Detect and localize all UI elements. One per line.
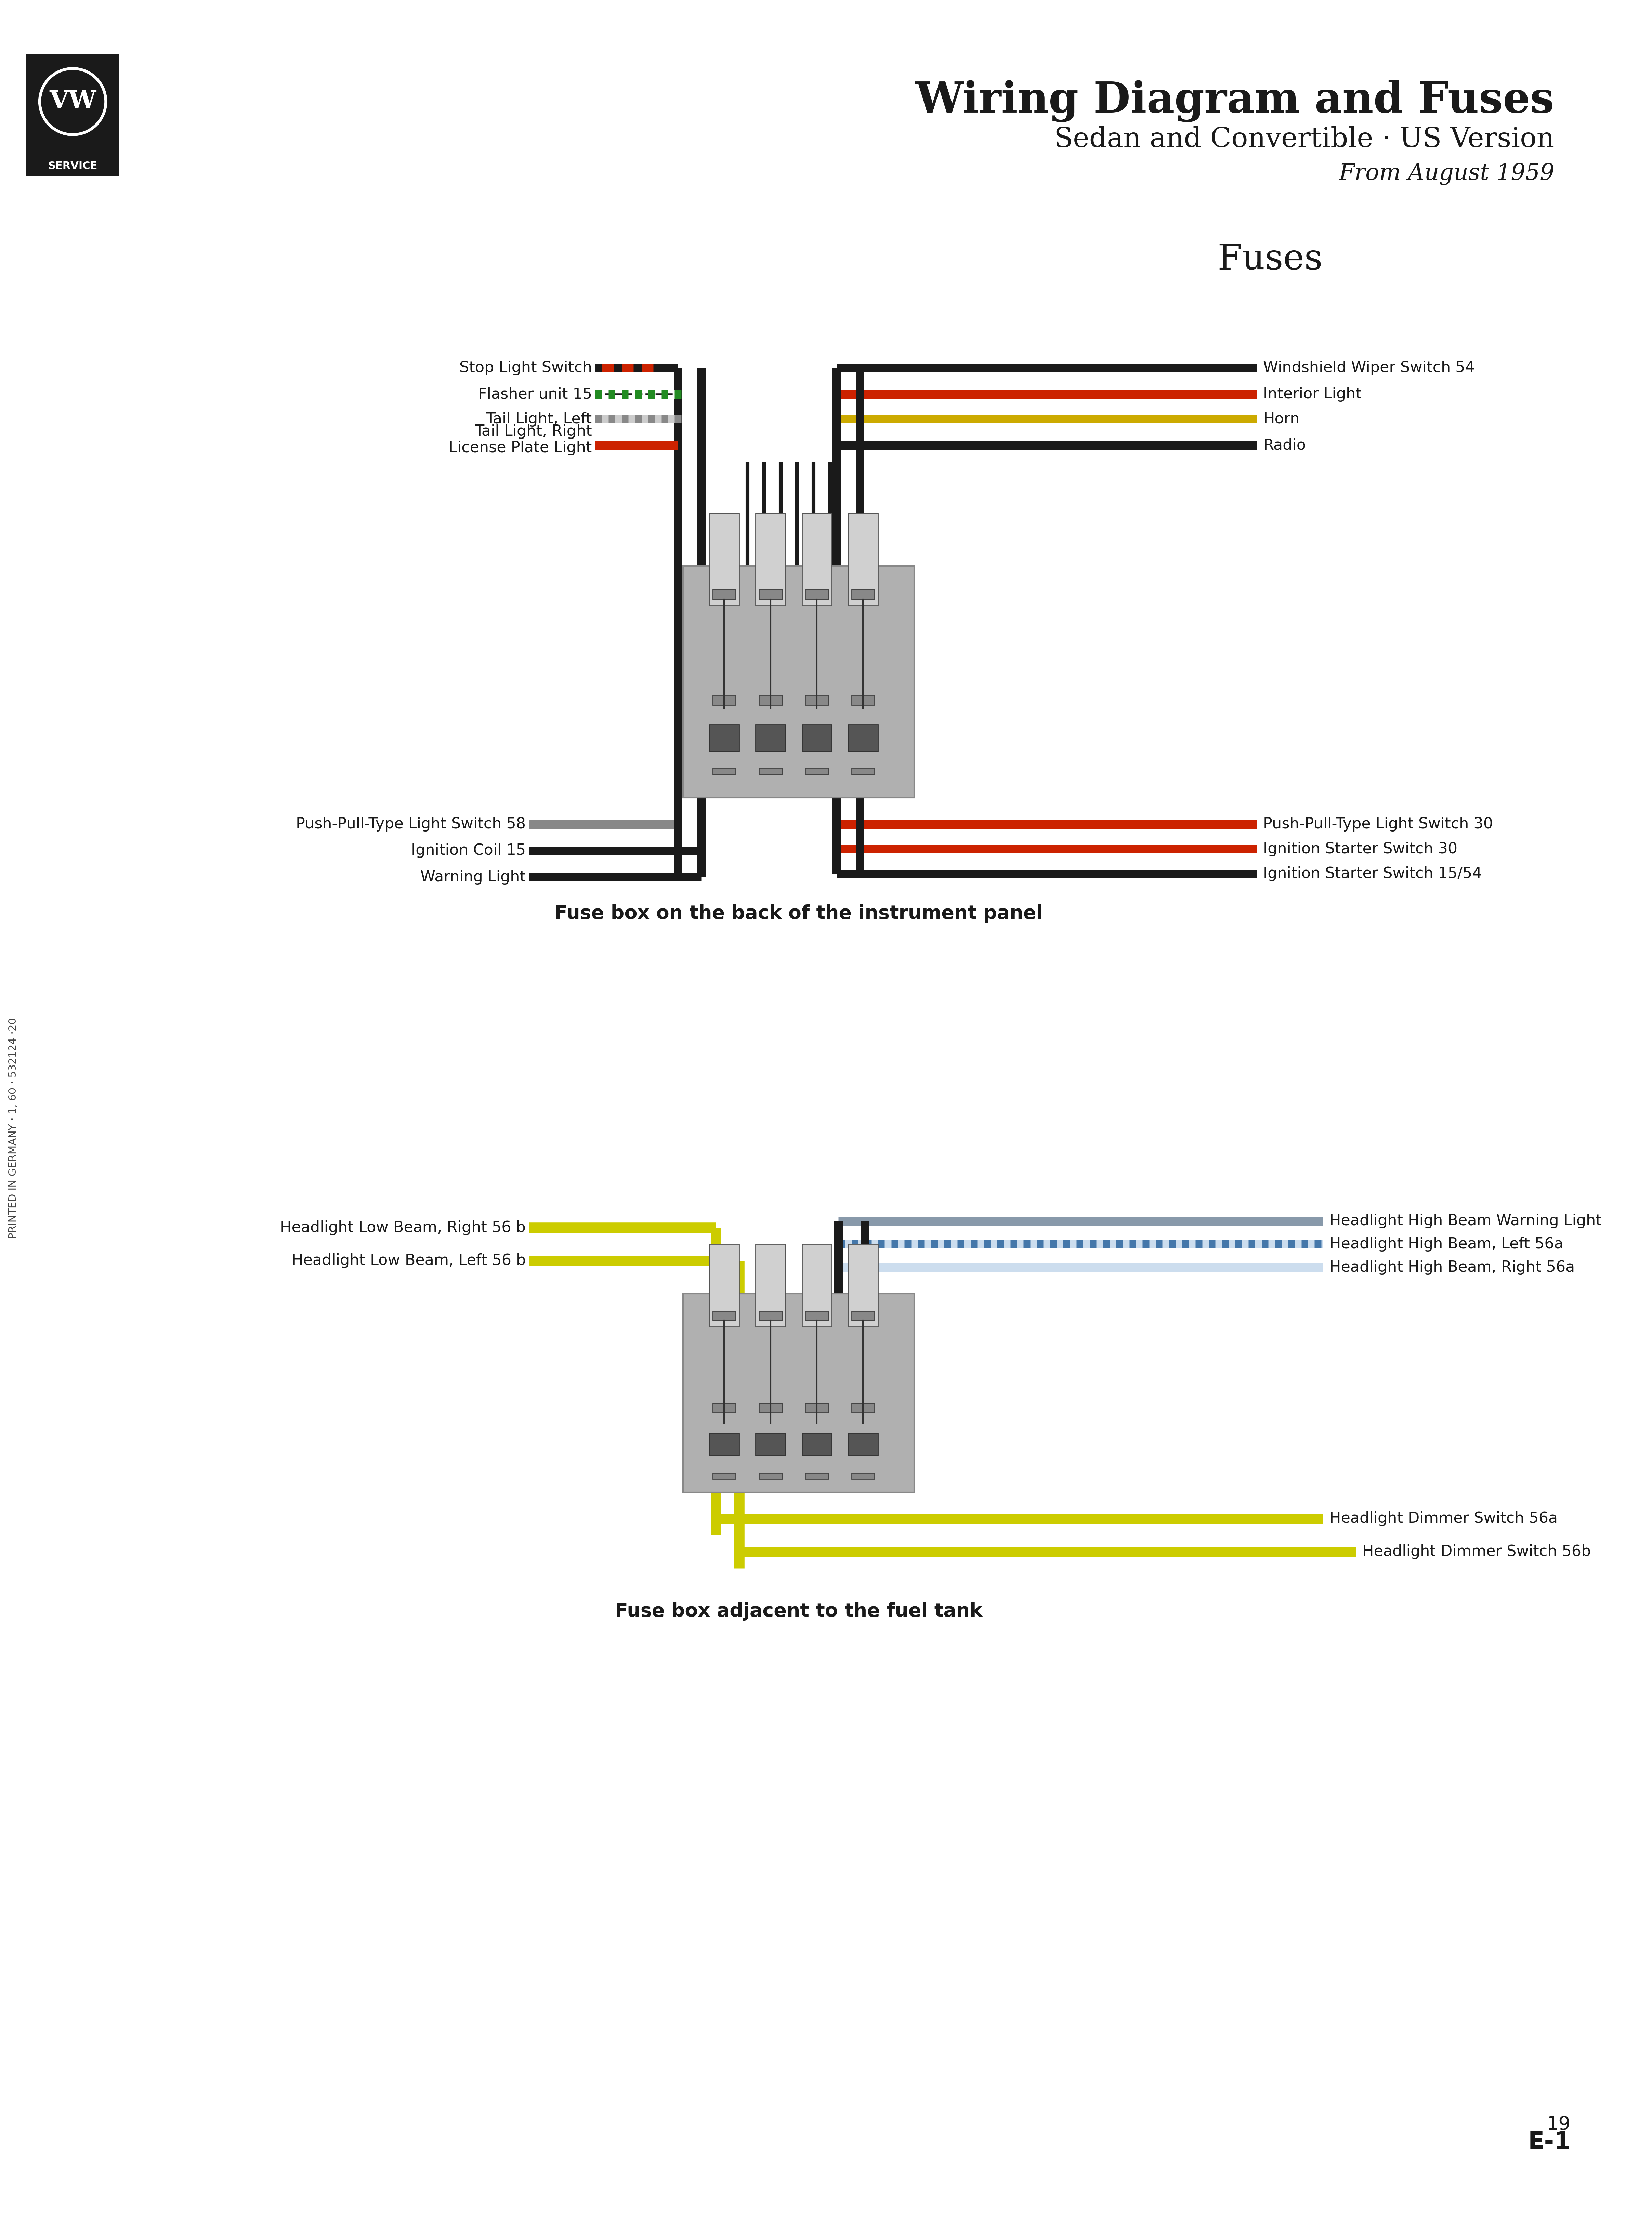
Bar — [758, 767, 781, 774]
Text: Interior Light: Interior Light — [1264, 387, 1361, 403]
Text: Ignition Coil 15: Ignition Coil 15 — [411, 843, 525, 859]
Bar — [758, 696, 781, 705]
Bar — [847, 1432, 877, 1456]
Bar — [682, 1293, 914, 1492]
Text: Headlight Low Beam, Left 56 b: Headlight Low Beam, Left 56 b — [292, 1253, 525, 1268]
Text: Ignition Starter Switch 15/54: Ignition Starter Switch 15/54 — [1264, 866, 1482, 881]
Bar — [847, 512, 877, 606]
Text: Horn: Horn — [1264, 412, 1300, 427]
Bar — [758, 1472, 781, 1479]
Text: Flasher unit 15: Flasher unit 15 — [477, 387, 591, 403]
Bar — [851, 1311, 874, 1320]
Bar — [758, 588, 781, 600]
Text: Ignition Starter Switch 30: Ignition Starter Switch 30 — [1264, 841, 1457, 857]
Text: Warning Light: Warning Light — [421, 870, 525, 884]
Text: Headlight High Beam, Right 56a: Headlight High Beam, Right 56a — [1330, 1259, 1574, 1275]
Bar — [851, 696, 874, 705]
Text: Fuses: Fuses — [1218, 242, 1323, 277]
Text: SERVICE: SERVICE — [48, 161, 97, 170]
Bar — [847, 1244, 877, 1327]
Text: VW: VW — [50, 89, 96, 114]
Bar — [682, 566, 914, 799]
Text: From August 1959: From August 1959 — [1338, 163, 1555, 186]
Text: Headlight High Beam Warning Light: Headlight High Beam Warning Light — [1330, 1215, 1601, 1228]
Text: Tail Light, Left: Tail Light, Left — [486, 412, 591, 427]
Text: Fuse box adjacent to the fuel tank: Fuse box adjacent to the fuel tank — [615, 1602, 983, 1620]
Text: Headlight Low Beam, Right 56 b: Headlight Low Beam, Right 56 b — [281, 1219, 525, 1235]
Bar — [805, 1403, 828, 1414]
Text: Push-Pull-Type Light Switch 30: Push-Pull-Type Light Switch 30 — [1264, 817, 1493, 832]
Text: Wiring Diagram and Fuses: Wiring Diagram and Fuses — [915, 81, 1555, 123]
Bar — [26, 54, 119, 177]
Text: Headlight Dimmer Switch 56a: Headlight Dimmer Switch 56a — [1330, 1512, 1558, 1526]
Circle shape — [40, 69, 106, 134]
Text: Headlight Dimmer Switch 56b: Headlight Dimmer Switch 56b — [1363, 1544, 1591, 1559]
Bar — [851, 588, 874, 600]
Bar — [758, 1403, 781, 1414]
Text: Windshield Wiper Switch 54: Windshield Wiper Switch 54 — [1264, 360, 1475, 376]
Text: Fuse box on the back of the instrument panel: Fuse box on the back of the instrument p… — [555, 904, 1042, 922]
Bar — [755, 725, 785, 752]
Bar — [801, 725, 831, 752]
Bar — [755, 1244, 785, 1327]
Bar — [709, 725, 738, 752]
Bar — [847, 725, 877, 752]
Bar — [805, 696, 828, 705]
Bar — [709, 1244, 738, 1327]
Bar — [712, 1403, 735, 1414]
Bar — [755, 1432, 785, 1456]
Bar — [758, 1311, 781, 1320]
Bar — [805, 1311, 828, 1320]
Bar — [801, 512, 831, 606]
Bar — [712, 1472, 735, 1479]
Bar — [851, 767, 874, 774]
Text: 19: 19 — [1546, 2116, 1571, 2134]
Text: License Plate Light: License Plate Light — [449, 441, 591, 456]
Bar — [851, 1403, 874, 1414]
Bar — [801, 1432, 831, 1456]
Text: Headlight High Beam, Left 56a: Headlight High Beam, Left 56a — [1330, 1237, 1563, 1250]
Text: Tail Light, Right: Tail Light, Right — [474, 425, 591, 438]
Bar — [805, 767, 828, 774]
Text: Push-Pull-Type Light Switch 58: Push-Pull-Type Light Switch 58 — [296, 817, 525, 832]
Bar — [805, 588, 828, 600]
Bar — [801, 1244, 831, 1327]
Bar — [712, 1311, 735, 1320]
Text: Radio: Radio — [1264, 438, 1307, 452]
Bar — [709, 1432, 738, 1456]
Text: Sedan and Convertible · US Version: Sedan and Convertible · US Version — [1054, 125, 1555, 152]
Bar — [851, 1472, 874, 1479]
Text: PRINTED IN GERMANY · 1, 60 · 532124 ·20: PRINTED IN GERMANY · 1, 60 · 532124 ·20 — [8, 1018, 18, 1239]
Bar — [712, 696, 735, 705]
Bar — [712, 588, 735, 600]
Bar — [755, 512, 785, 606]
Bar — [805, 1472, 828, 1479]
Bar — [709, 512, 738, 606]
Bar — [712, 767, 735, 774]
Text: E-1: E-1 — [1528, 2130, 1571, 2154]
Text: Stop Light Switch: Stop Light Switch — [459, 360, 591, 376]
